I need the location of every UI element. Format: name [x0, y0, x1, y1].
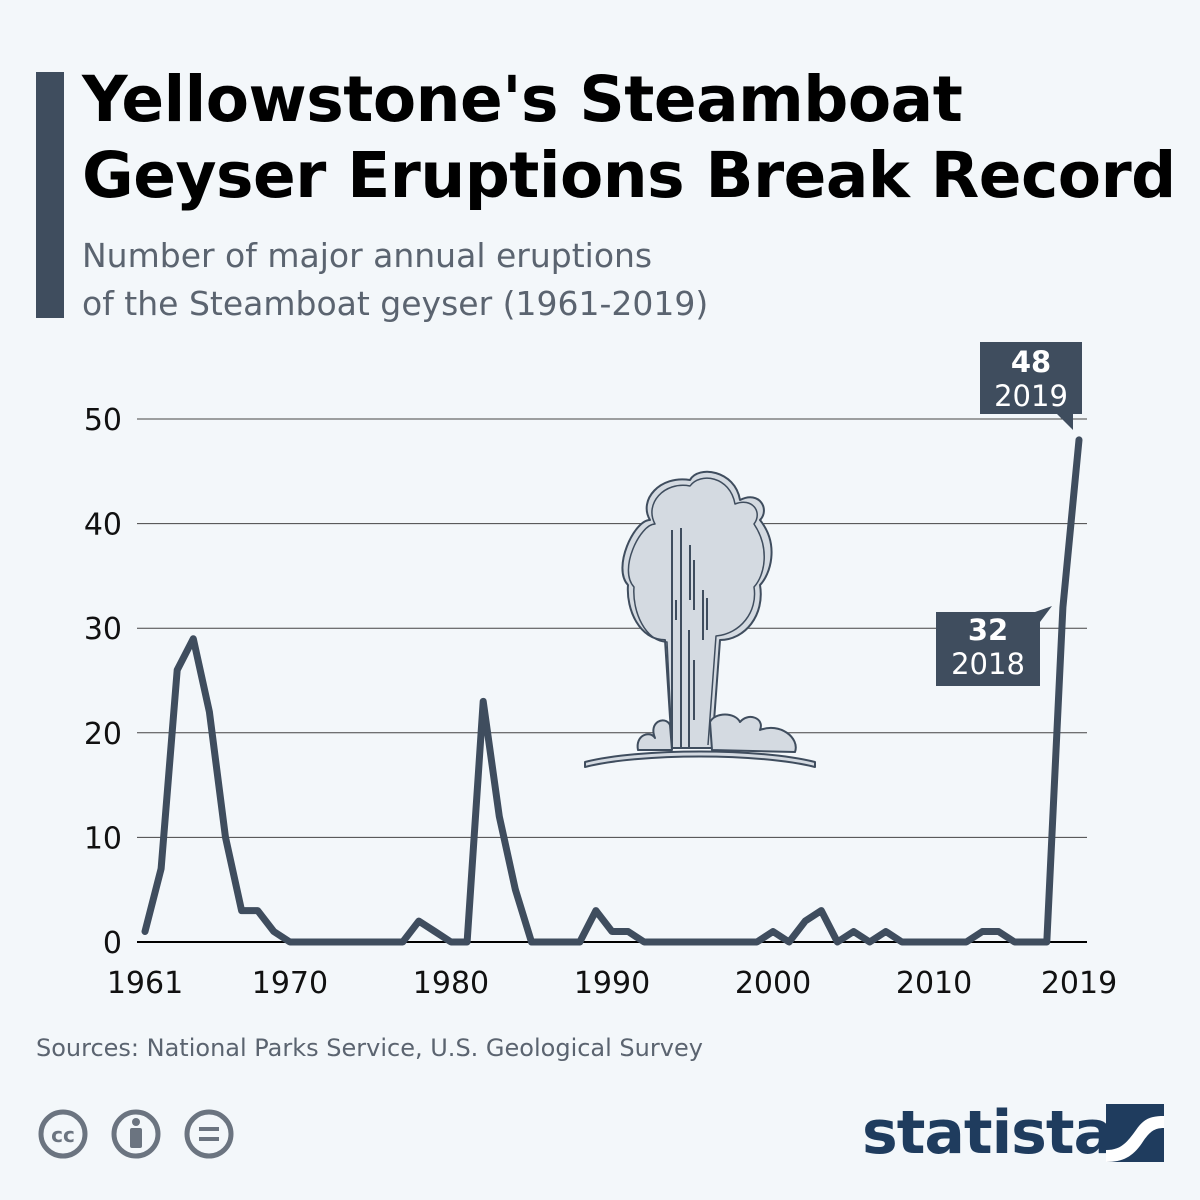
statista-logo-icon: [1106, 1104, 1164, 1162]
callout-2019: 48 2019: [980, 342, 1082, 430]
attribution-icon: [111, 1109, 161, 1159]
subtitle-line-2: of the Steamboat geyser (1961-2019): [82, 284, 709, 323]
callout-2019-box: [980, 342, 1082, 430]
callout-2019-year: 2019: [994, 379, 1068, 413]
statista-brand: statista: [862, 1098, 1114, 1168]
x-tick-label: 2019: [1041, 966, 1117, 1001]
title-line-2: Geyser Eruptions Break Record: [82, 139, 1176, 212]
chart-title: Yellowstone's Steamboat Geyser Eruptions…: [82, 62, 1182, 214]
y-tick-label: 50: [84, 403, 122, 438]
y-tick-label: 30: [84, 612, 122, 647]
cc-icon: cc: [38, 1109, 88, 1159]
no-derivatives-icon: [184, 1109, 234, 1159]
x-tick-label: 1980: [413, 966, 489, 1001]
title-line-1: Yellowstone's Steamboat: [82, 63, 963, 136]
x-tick-label: 1970: [252, 966, 328, 1001]
y-tick-label: 0: [103, 926, 122, 961]
callout-2018-value: 32: [968, 613, 1008, 647]
x-axis-ticks: 1961 1970 1980 1990 2000 2010 2019: [107, 966, 1117, 1001]
callout-2018-year: 2018: [951, 647, 1025, 681]
x-tick-label: 2000: [735, 966, 811, 1001]
y-axis-ticks: 0 10 20 30 40 50: [84, 403, 122, 961]
source-note: Sources: National Parks Service, U.S. Ge…: [36, 1034, 703, 1062]
y-tick-label: 10: [84, 821, 122, 856]
x-tick-label: 2010: [896, 966, 972, 1001]
y-tick-label: 40: [84, 508, 122, 543]
callout-2018-box: [936, 606, 1052, 686]
y-tick-label: 20: [84, 717, 122, 752]
accent-bar: [36, 72, 64, 318]
x-tick-label: 1961: [107, 966, 183, 1001]
license-icons: cc: [38, 1109, 234, 1159]
callout-2019-value: 48: [1011, 345, 1051, 379]
x-tick-label: 1990: [574, 966, 650, 1001]
series-line: [141, 436, 1083, 946]
svg-text:cc: cc: [51, 1123, 75, 1147]
geyser-illustration-icon: [584, 470, 816, 768]
chart-subtitle: Number of major annual eruptions of the …: [82, 232, 842, 328]
subtitle-line-1: Number of major annual eruptions: [82, 236, 653, 275]
callout-2018: 32 2018: [936, 606, 1052, 686]
